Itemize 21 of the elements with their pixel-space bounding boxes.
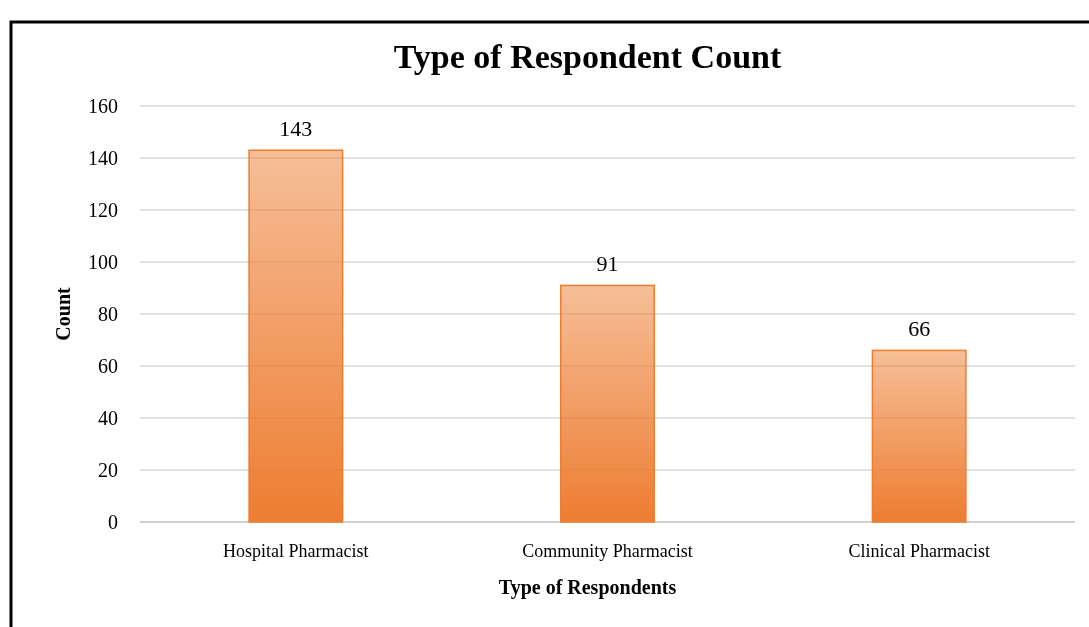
x-tick-label: Hospital Pharmacist: [223, 541, 369, 561]
bar: [248, 149, 344, 523]
y-tick-label: 120: [88, 199, 118, 221]
data-label: 143: [279, 116, 313, 142]
chart-title: Type of Respondent Count: [393, 38, 782, 75]
y-tick-label: 140: [88, 147, 118, 169]
y-tick-label: 40: [98, 407, 118, 429]
data-label: 91: [596, 251, 619, 277]
bar: [871, 349, 967, 523]
bar: [560, 284, 655, 523]
y-tick-label: 60: [98, 355, 118, 377]
y-tick-label: 160: [88, 95, 118, 117]
x-tick-label: Clinical Pharmacist: [848, 541, 990, 561]
data-label: 66: [908, 316, 931, 342]
x-tick-label: Community Pharmacist: [522, 541, 693, 561]
y-tick-label: 80: [98, 303, 118, 325]
y-axis-title: Count: [52, 286, 74, 341]
y-tick-label: 100: [88, 251, 118, 273]
y-tick-label: 20: [98, 459, 118, 481]
x-axis-title: Type of Respondents: [498, 576, 677, 599]
y-tick-label: 0: [108, 511, 118, 533]
